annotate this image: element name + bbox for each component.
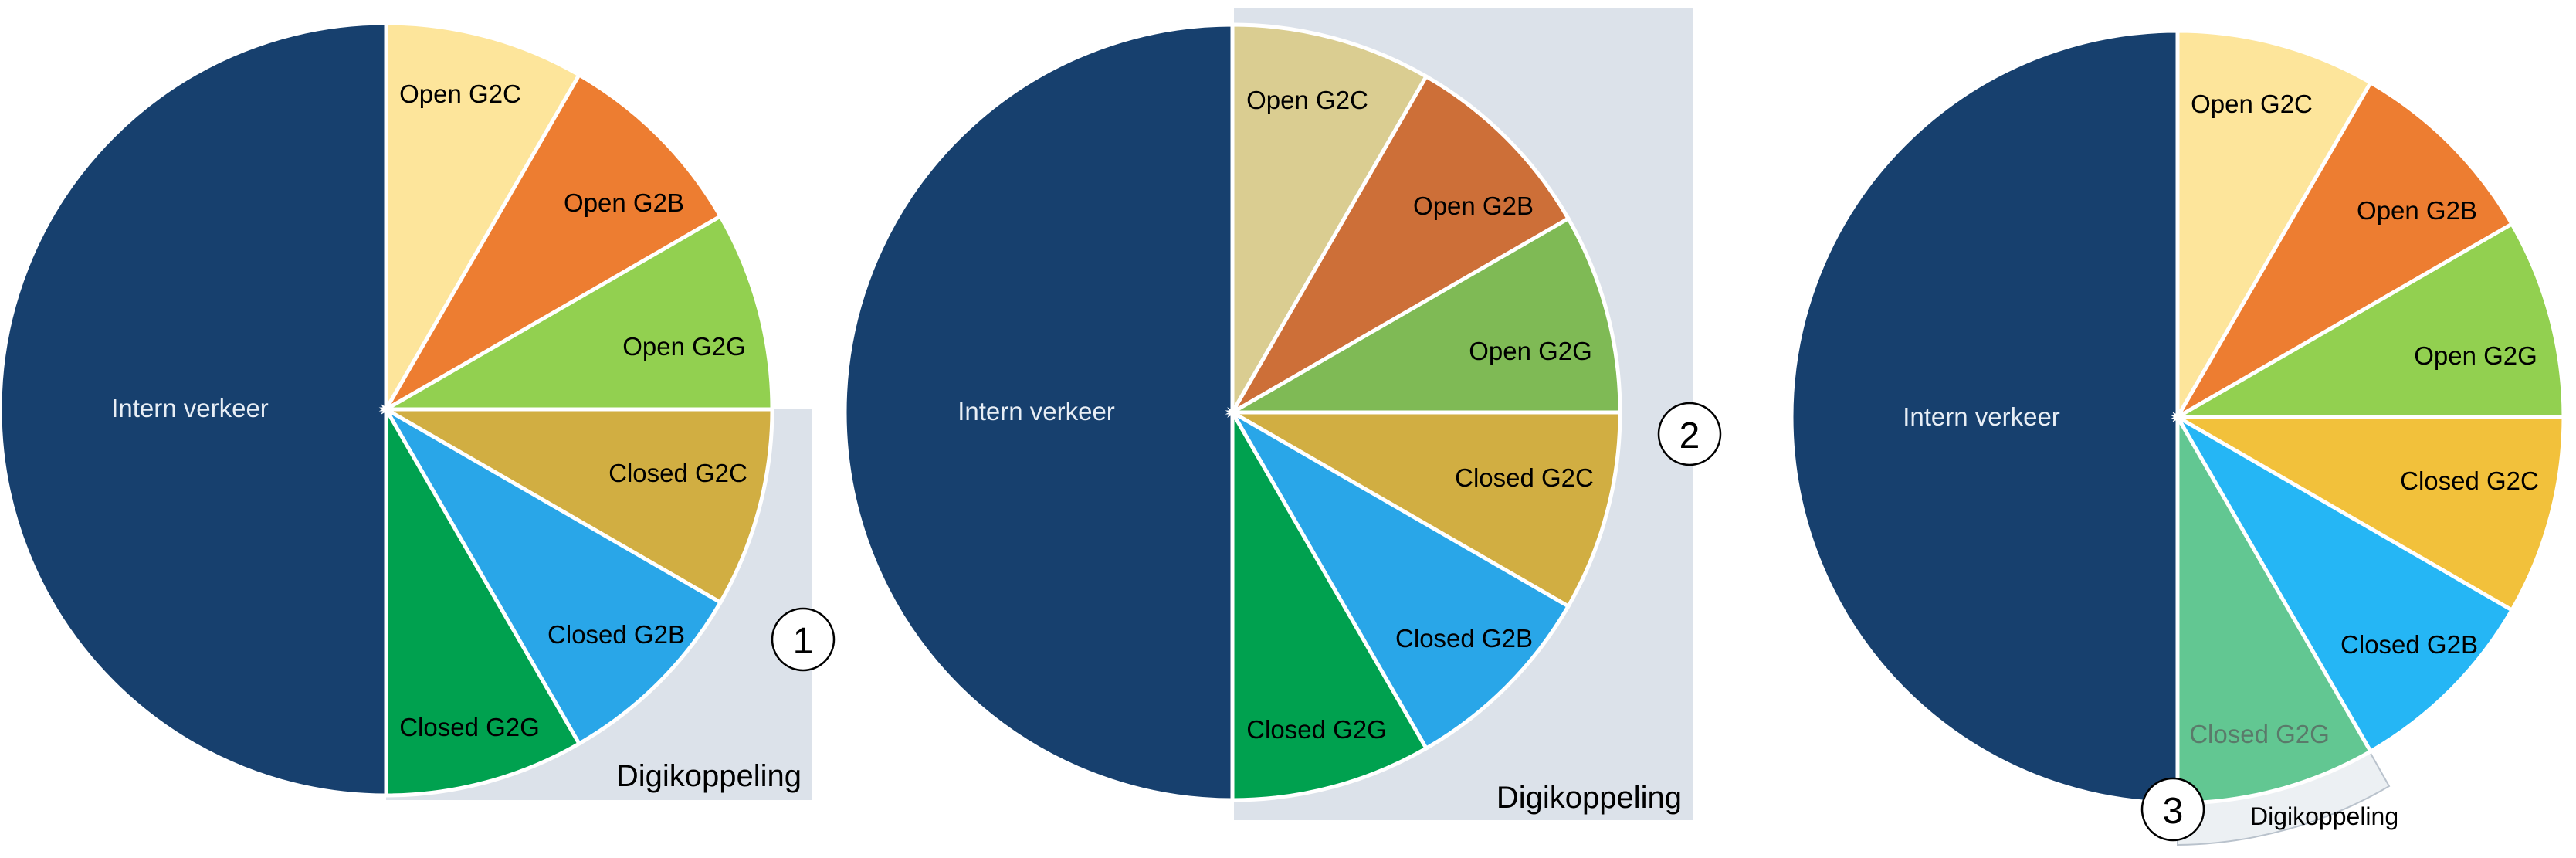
digikoppeling-label: Digikoppeling: [616, 759, 802, 793]
slice-closed-g2c: [1225, 410, 1622, 609]
label-open-g2g: Open G2G: [622, 332, 746, 361]
label-closed-g2b: Closed G2B: [547, 620, 685, 649]
label-open-g2b: Open G2B: [1413, 192, 1534, 220]
slice-closed-g2b: [381, 404, 724, 747]
digikoppeling-label: Digikoppeling: [1496, 781, 1682, 815]
label-intern-verkeer: Intern verkeer: [958, 397, 1115, 426]
slice-closed-g2c: [378, 407, 774, 605]
label-closed-g2c: Closed G2C: [1455, 463, 1594, 492]
label-open-g2c: Open G2C: [399, 80, 521, 108]
label-closed-g2g: Closed G2G: [1246, 715, 1387, 744]
slice-closed-g2g: [384, 402, 582, 798]
badge-1: [771, 607, 836, 672]
label-open-g2c: Open G2C: [1246, 86, 1368, 114]
slice-open-g2c: [1230, 22, 1429, 420]
slice-closed-g2b: [2172, 412, 2515, 755]
diagram-1: Intern verkeer Open G2C Open G2B Open G2…: [0, 21, 836, 800]
label-closed-g2c: Closed G2C: [2400, 466, 2539, 495]
slice-open-g2b: [1227, 73, 1571, 418]
slice-open-g2g: [378, 213, 774, 412]
badge-3: [2140, 777, 2205, 842]
slice-closed-g2b: [1227, 407, 1571, 751]
slice-open-g2g: [1225, 215, 1622, 415]
diagram-2: Intern verkeer Open G2C Open G2B Open G2…: [842, 8, 1722, 820]
label-closed-g2b: Closed G2B: [1395, 624, 1533, 653]
label-closed-g2b: Closed G2B: [2340, 630, 2478, 659]
slice-open-g2b: [381, 72, 724, 415]
label-intern-verkeer: Intern verkeer: [1903, 402, 2060, 431]
label-closed-g2c: Closed G2C: [608, 459, 747, 487]
slice-closed-g2g: [1230, 405, 1429, 802]
label-open-g2b: Open G2B: [564, 188, 684, 217]
slice-open-g2c: [2175, 29, 2374, 425]
label-closed-g2g: Closed G2G: [2189, 720, 2330, 748]
slice-intern-verkeer: [0, 21, 388, 798]
badge-1-label: 1: [793, 621, 814, 662]
slice-intern-verkeer: [842, 22, 1235, 802]
diagram-3: Intern verkeer Open G2C Open G2B Open G2…: [1789, 29, 2566, 846]
label-open-g2g: Open G2G: [1469, 337, 1592, 365]
badge-3-label: 3: [2163, 791, 2184, 832]
label-open-g2b: Open G2B: [2357, 196, 2477, 225]
label-closed-g2g: Closed G2G: [399, 713, 540, 741]
slice-closed-g2c: [2170, 415, 2566, 613]
digikoppeling-label: Digikoppeling: [2250, 802, 2398, 830]
slice-intern-verkeer: [1789, 29, 2180, 805]
badge-2-label: 2: [1679, 415, 1700, 456]
label-open-g2c: Open G2C: [2191, 90, 2313, 118]
badge-2: [1657, 402, 1722, 466]
slice-open-g2g: [2170, 221, 2566, 419]
slice-open-g2c: [384, 21, 582, 417]
label-intern-verkeer: Intern verkeer: [111, 394, 269, 422]
slice-open-g2b: [2172, 80, 2515, 422]
label-open-g2g: Open G2G: [2414, 341, 2537, 370]
